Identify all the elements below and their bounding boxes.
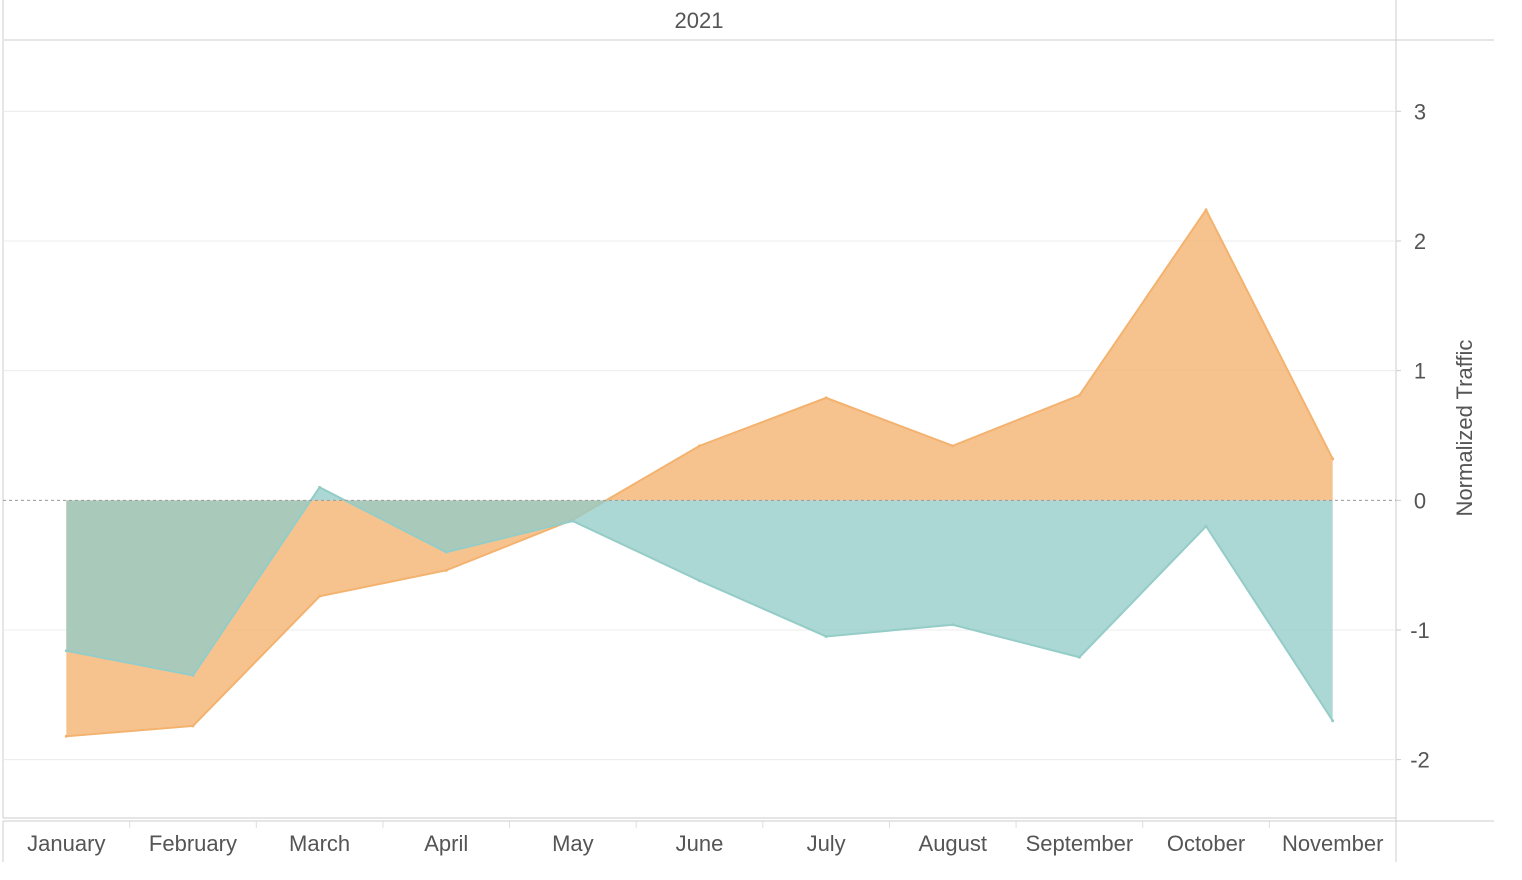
series-2-point — [951, 623, 955, 627]
series-2-point — [1077, 655, 1081, 659]
series-1-area — [66, 209, 1333, 737]
series-1-point — [318, 594, 322, 598]
series-1-point — [1331, 457, 1335, 461]
x-tick-label: March — [289, 831, 350, 856]
y-axis-title: Normalized Traffic — [1452, 340, 1477, 517]
series-1-point — [444, 568, 448, 572]
series-1-point — [951, 444, 955, 448]
series-2-point — [1204, 524, 1208, 528]
series-1-point — [191, 724, 195, 728]
series-2-point — [64, 649, 68, 653]
y-tick-label: 1 — [1414, 359, 1426, 384]
series-2-point — [824, 634, 828, 638]
series-2-point — [1331, 719, 1335, 723]
x-axis-ticks: January February March April May June July Augu… — [27, 821, 1383, 856]
x-tick-label: July — [807, 831, 846, 856]
x-tick-label: October — [1167, 831, 1245, 856]
y-tick-label: -2 — [1410, 748, 1430, 773]
y-tick-label: 3 — [1414, 99, 1426, 124]
series-2-point — [698, 579, 701, 583]
x-tick-label: September — [1026, 831, 1134, 856]
y-tick-label: 2 — [1414, 229, 1426, 254]
series-areas — [64, 207, 1335, 738]
series-1-point — [824, 396, 828, 400]
y-tick-label: -1 — [1410, 618, 1430, 643]
series-2-point — [191, 673, 195, 677]
x-tick-label: August — [919, 831, 988, 856]
series-1-point — [1077, 393, 1081, 397]
x-tick-label: November — [1282, 831, 1383, 856]
series-1-point — [1204, 208, 1208, 212]
series-2-point — [444, 550, 448, 554]
y-axis-ticks: -2 -1 0 1 2 3 — [1396, 99, 1430, 773]
series-2-area — [66, 487, 1333, 721]
x-tick-label: June — [676, 831, 724, 856]
series-1-point — [64, 734, 68, 738]
x-tick-label: February — [149, 831, 237, 856]
y-tick-label: 0 — [1414, 488, 1426, 513]
x-tick-label: May — [552, 831, 594, 856]
year-header: 2021 — [675, 8, 724, 33]
series-2-point — [571, 519, 575, 523]
series-2-point — [318, 485, 322, 489]
series-1-point — [698, 444, 701, 448]
x-tick-label: April — [424, 831, 468, 856]
x-tick-label: January — [27, 831, 105, 856]
